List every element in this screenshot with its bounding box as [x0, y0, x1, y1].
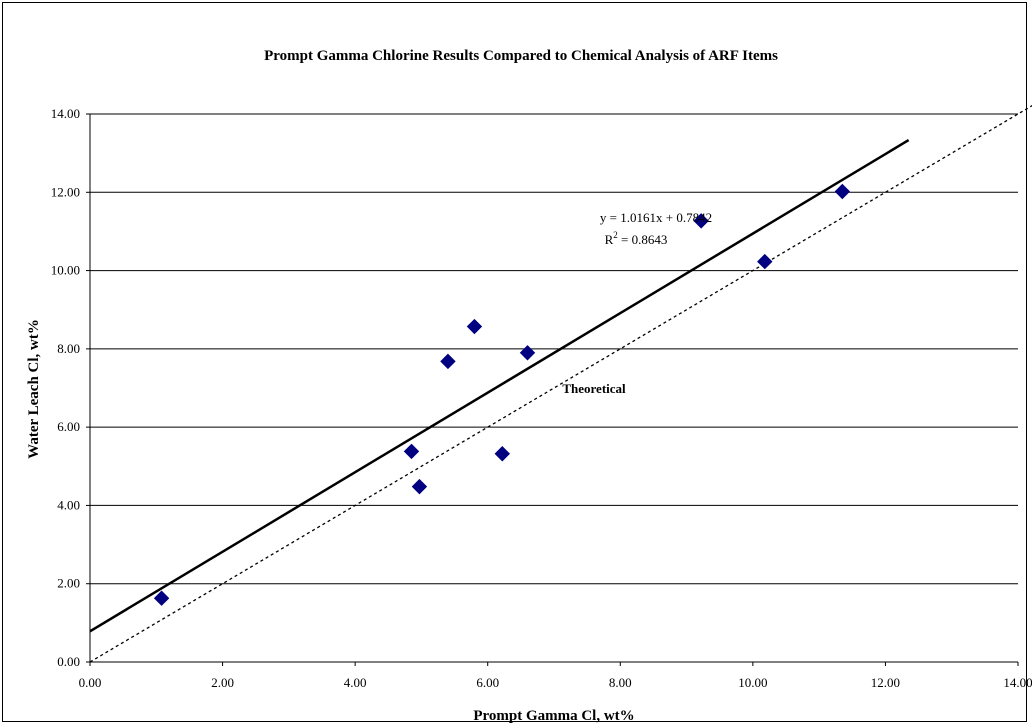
gridlines [90, 113, 1018, 585]
data-point [494, 446, 511, 462]
y-tick-label: 2.00 [57, 576, 80, 591]
y-axis-title: Water Leach Cl, wt% [26, 319, 42, 459]
x-tick-label: 12.00 [871, 675, 900, 690]
x-tick-label: 14.00 [1003, 675, 1032, 690]
y-tick-label: 4.00 [57, 497, 80, 512]
data-point [693, 213, 709, 229]
x-tick-label: 2.00 [211, 675, 234, 690]
y-tick-labels: 0.00 2.00 4.00 6.00 8.00 10.00 12.00 14.00 [51, 106, 80, 669]
data-point [757, 253, 773, 270]
x-axis-title: Prompt Gamma Cl, wt% [473, 708, 634, 724]
y-tick-label: 8.00 [57, 341, 80, 356]
x-tick-label: 8.00 [609, 675, 632, 690]
theoretical-line [89, 104, 1032, 663]
data-point [519, 345, 536, 361]
axes [86, 113, 1019, 666]
x-tick-label: 0.00 [79, 675, 102, 690]
r2-value: = 0.8643 [618, 232, 668, 247]
y-tick-label: 12.00 [51, 184, 80, 199]
y-tick-label: 10.00 [51, 263, 80, 278]
x-tick-labels: 0.00 2.00 4.00 6.00 8.00 10.00 12.00 14.00 [79, 675, 1032, 690]
data-point [466, 318, 483, 335]
data-point [834, 183, 851, 200]
r2-prefix: R [605, 232, 614, 247]
r-squared-label: R2 = 0.8643 [605, 230, 668, 247]
data-point [153, 590, 170, 606]
y-tick-label: 0.00 [57, 654, 80, 669]
x-tick-label: 6.00 [476, 675, 499, 690]
y-tick-label: 14.00 [51, 106, 80, 121]
x-tick-label: 10.00 [738, 675, 767, 690]
x-tick-label: 4.00 [344, 675, 367, 690]
chart-title: Prompt Gamma Chlorine Results Compared t… [264, 48, 778, 64]
data-point [403, 443, 420, 460]
data-point [440, 353, 456, 370]
trendline [89, 139, 910, 633]
theoretical-label: Theoretical [562, 381, 626, 396]
fit-lines [89, 104, 1032, 663]
y-tick-label: 6.00 [57, 419, 80, 434]
trendline-equation: y = 1.0161x + 0.7842 [600, 210, 712, 225]
r2-superscript: 2 [613, 230, 618, 240]
data-point [411, 478, 428, 495]
data-points [153, 183, 851, 606]
